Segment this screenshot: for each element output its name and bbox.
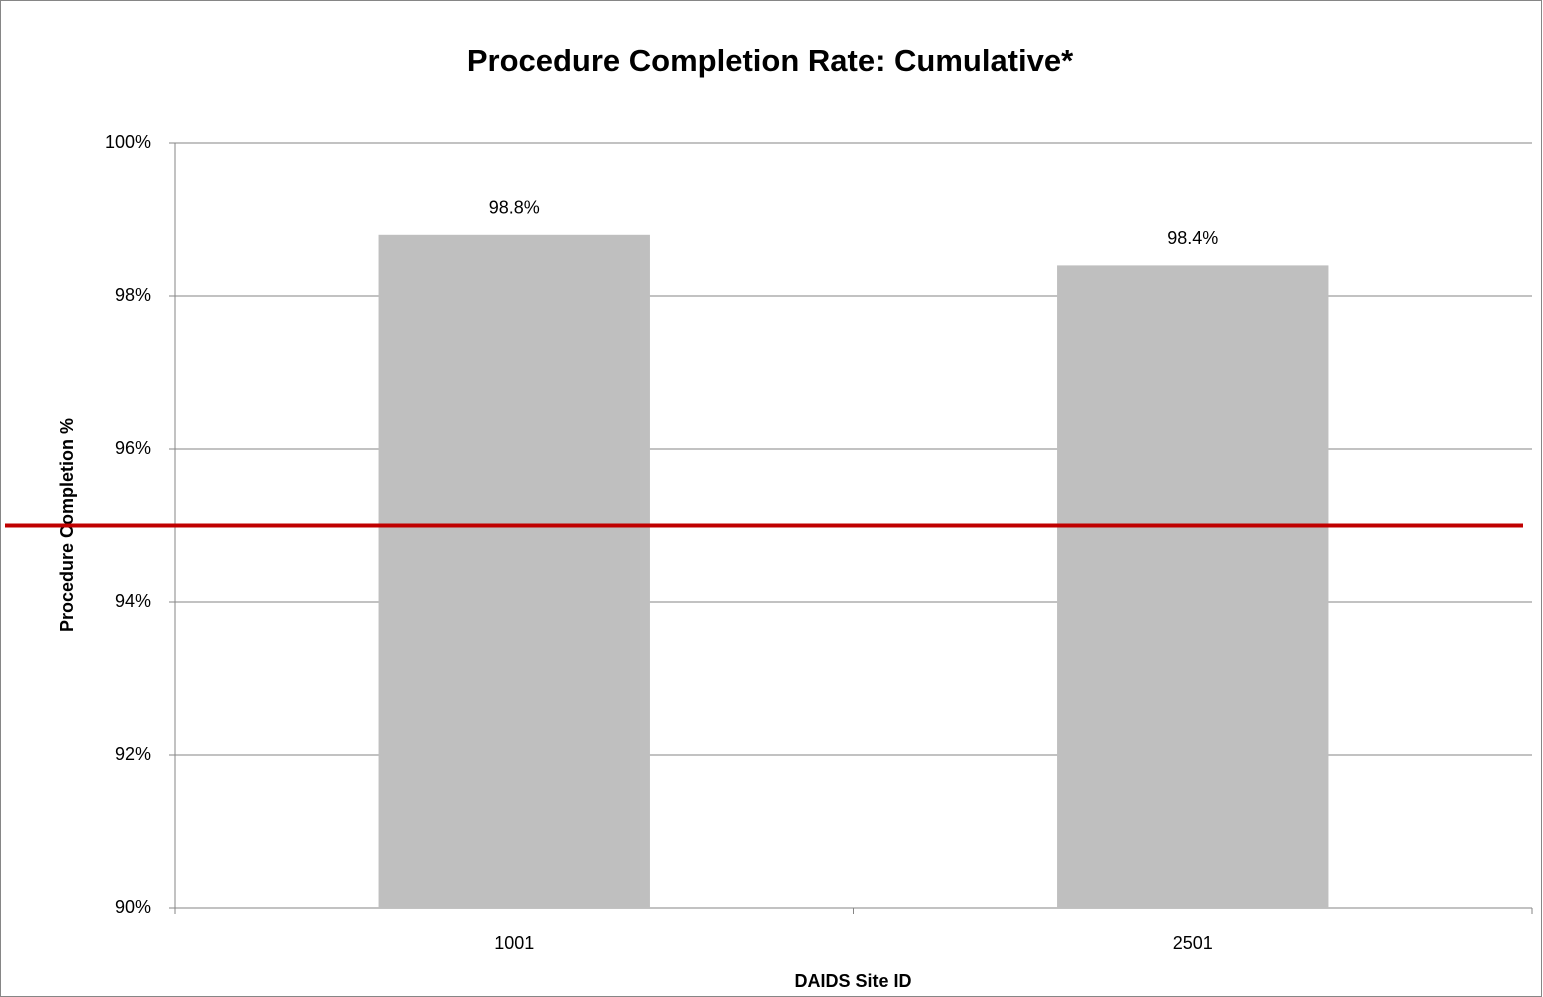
y-tick-label: 90% bbox=[115, 897, 151, 917]
data-label: 98.4% bbox=[1167, 228, 1218, 248]
x-tick-label: 1001 bbox=[494, 933, 534, 953]
y-tick-label: 98% bbox=[115, 285, 151, 305]
bar bbox=[378, 234, 650, 909]
bar bbox=[1057, 265, 1329, 908]
y-tick-label: 92% bbox=[115, 744, 151, 764]
y-tick-label: 96% bbox=[115, 438, 151, 458]
y-tick-label: 100% bbox=[105, 132, 151, 152]
y-tick-label: 94% bbox=[115, 591, 151, 611]
chart-title: Procedure Completion Rate: Cumulative* bbox=[467, 43, 1074, 78]
data-label: 98.8% bbox=[489, 198, 540, 218]
x-axis-label: DAIDS Site ID bbox=[794, 971, 911, 991]
x-tick-label: 2501 bbox=[1173, 933, 1213, 953]
